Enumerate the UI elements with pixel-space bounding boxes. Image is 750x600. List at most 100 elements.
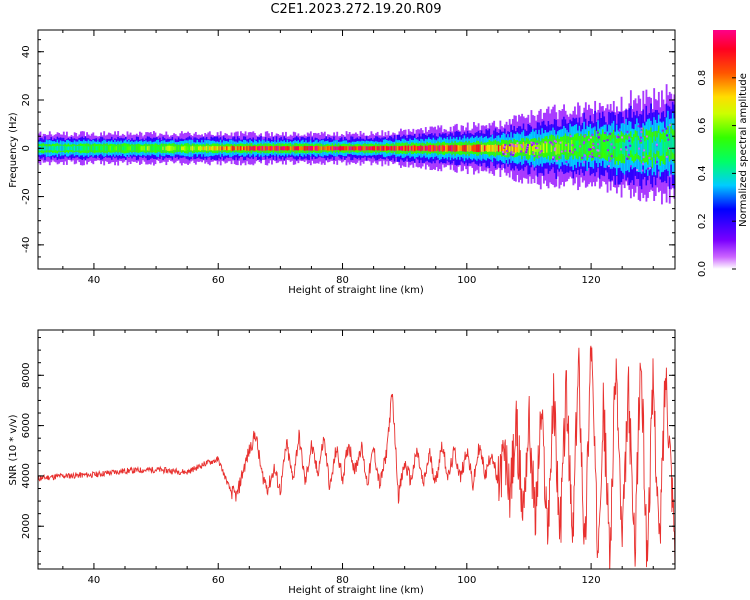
- heatmap-cell: [154, 146, 157, 151]
- heatmap-cell: [212, 145, 214, 151]
- heatmap-cell: [323, 146, 326, 151]
- heatmap-cell: [260, 146, 263, 151]
- heatmap-cell: [519, 144, 522, 153]
- heatmap-cell: [86, 145, 89, 151]
- heatmap-cell: [275, 145, 278, 151]
- heatmap-cell: [47, 146, 50, 151]
- heatmap-cell: [617, 143, 620, 156]
- heatmap-cell: [340, 146, 343, 151]
- x-tick-label: 100: [457, 275, 476, 286]
- heatmap-cell: [378, 146, 381, 151]
- heatmap-speckle: [510, 151, 513, 154]
- heatmap-cell: [196, 146, 199, 151]
- heatmap-speckle: [552, 157, 555, 160]
- heatmap-cell: [396, 145, 399, 151]
- heatmap-cell: [143, 146, 146, 151]
- heatmap-cell: [567, 142, 570, 153]
- heatmap-cell: [659, 142, 662, 156]
- heatmap-speckle: [641, 169, 644, 172]
- heatmap-cell: [546, 142, 548, 153]
- heatmap-speckle: [583, 135, 586, 138]
- heatmap-cell: [587, 138, 590, 151]
- heatmap-cell: [93, 146, 96, 151]
- heatmap-speckle: [597, 143, 600, 146]
- heatmap-cell: [600, 140, 603, 153]
- heatmap-cell: [518, 144, 520, 153]
- heatmap-cell: [636, 137, 639, 153]
- heatmap-cell: [651, 142, 654, 158]
- heatmap-cell: [625, 139, 628, 151]
- heatmap-cell: [288, 146, 290, 151]
- heatmap-speckle: [589, 136, 592, 139]
- heatmap-cell: [342, 146, 345, 151]
- heatmap-cell: [264, 145, 267, 151]
- heatmap-cell: [198, 146, 200, 151]
- heatmap-cell: [267, 146, 270, 151]
- heatmap-cell: [667, 132, 670, 149]
- snr-xlabel: Height of straight line (km): [288, 585, 424, 596]
- heatmap-cell: [547, 141, 550, 154]
- heatmap-cell: [168, 145, 171, 151]
- heatmap-cell: [263, 145, 266, 151]
- heatmap-cell: [400, 146, 402, 151]
- heatmap-cell: [497, 144, 500, 152]
- heatmap-cell: [160, 145, 163, 151]
- heatmap-speckle: [620, 148, 623, 151]
- heatmap-cell: [62, 145, 65, 151]
- heatmap-cell: [213, 146, 216, 151]
- heatmap-cell: [348, 146, 351, 151]
- heatmap-cell: [570, 139, 573, 153]
- heatmap-cell: [477, 144, 480, 153]
- heatmap-cell: [204, 146, 207, 151]
- heatmap-cell: [121, 146, 124, 151]
- heatmap-cell: [64, 145, 67, 151]
- heatmap-speckle: [637, 125, 640, 128]
- heatmap-cell: [125, 145, 127, 151]
- heatmap-cell: [70, 146, 73, 151]
- heatmap-cell: [412, 145, 415, 152]
- heatmap-cell: [664, 141, 666, 157]
- snr-ticks: 40 60 80 100 120 2000 4000 6000 8000: [21, 330, 675, 586]
- y-tick-label: -20: [21, 188, 32, 204]
- heatmap-cell: [336, 146, 339, 151]
- heatmap-cell: [541, 142, 544, 153]
- heatmap-cell: [370, 146, 373, 151]
- heatmap-cell: [350, 146, 353, 151]
- heatmap-cell: [560, 142, 562, 153]
- heatmap-cell: [157, 146, 160, 151]
- heatmap-cell: [670, 133, 673, 150]
- heatmap-cell: [101, 146, 104, 151]
- heatmap-cell: [424, 145, 427, 151]
- heatmap-cell: [479, 144, 482, 153]
- heatmap-cell: [480, 144, 483, 152]
- heatmap-cell: [423, 145, 426, 152]
- heatmap-cell: [365, 146, 368, 151]
- heatmap-speckle: [579, 145, 582, 148]
- heatmap-cell: [243, 146, 245, 151]
- heatmap-cell: [465, 144, 468, 152]
- heatmap-cell: [177, 146, 180, 151]
- heatmap-speckle: [606, 139, 609, 142]
- x-tick-label: 80: [336, 275, 349, 286]
- heatmap-cell: [448, 145, 451, 152]
- heatmap-speckle: [512, 152, 515, 155]
- heatmap-cell: [460, 145, 463, 151]
- heatmap-speckle: [603, 139, 606, 142]
- heatmap-cell: [216, 146, 219, 151]
- heatmap-cell: [609, 141, 612, 154]
- heatmap-speckle: [665, 155, 668, 158]
- heatmap-cell: [561, 140, 564, 151]
- x-tick-label: 120: [582, 575, 601, 586]
- heatmap-cell: [612, 138, 615, 150]
- heatmap-cell: [577, 140, 579, 152]
- heatmap-speckle: [504, 143, 507, 146]
- heatmap-speckle: [531, 144, 534, 147]
- heatmap-cell: [193, 146, 196, 151]
- heatmap-speckle: [647, 167, 650, 170]
- heatmap-speckle: [555, 159, 558, 162]
- heatmap-cell: [671, 135, 674, 153]
- heatmap-speckle: [621, 136, 624, 139]
- heatmap-cell: [606, 142, 609, 155]
- heatmap-cell: [426, 146, 429, 151]
